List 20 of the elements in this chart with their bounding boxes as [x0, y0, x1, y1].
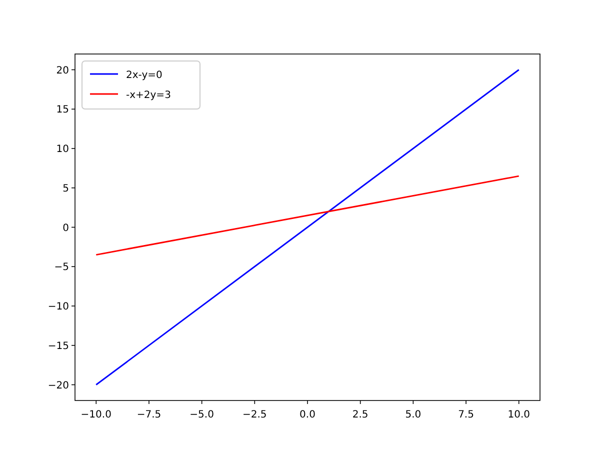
y-tick-label: −5: [54, 262, 69, 274]
x-tick-label: −10.0: [80, 410, 112, 420]
x-tick-label: 10.0: [508, 410, 530, 420]
y-tick-label: 15: [56, 104, 69, 116]
x-tick-label: −7.5: [136, 410, 162, 420]
y-tick-label: 20: [56, 65, 69, 76]
x-tick-label: 2.5: [352, 410, 368, 420]
x-tick-label: 5.0: [405, 410, 422, 420]
x-tick-label: −2.5: [242, 410, 267, 420]
x-tick-label: 0.0: [300, 410, 316, 420]
x-tick-label: −5.0: [190, 410, 214, 420]
y-tick-label: 5: [62, 183, 69, 194]
legend-label: -x+2y=3: [126, 90, 171, 101]
x-tick-label: 7.5: [458, 410, 474, 420]
y-tick-label: 0: [62, 222, 69, 234]
y-tick-label: −10: [48, 302, 69, 312]
y-tick-label: −20: [48, 380, 69, 392]
y-tick-label: −15: [48, 340, 69, 352]
y-tick-label: 10: [56, 144, 69, 155]
legend-label: 2x-y=0: [126, 70, 162, 81]
